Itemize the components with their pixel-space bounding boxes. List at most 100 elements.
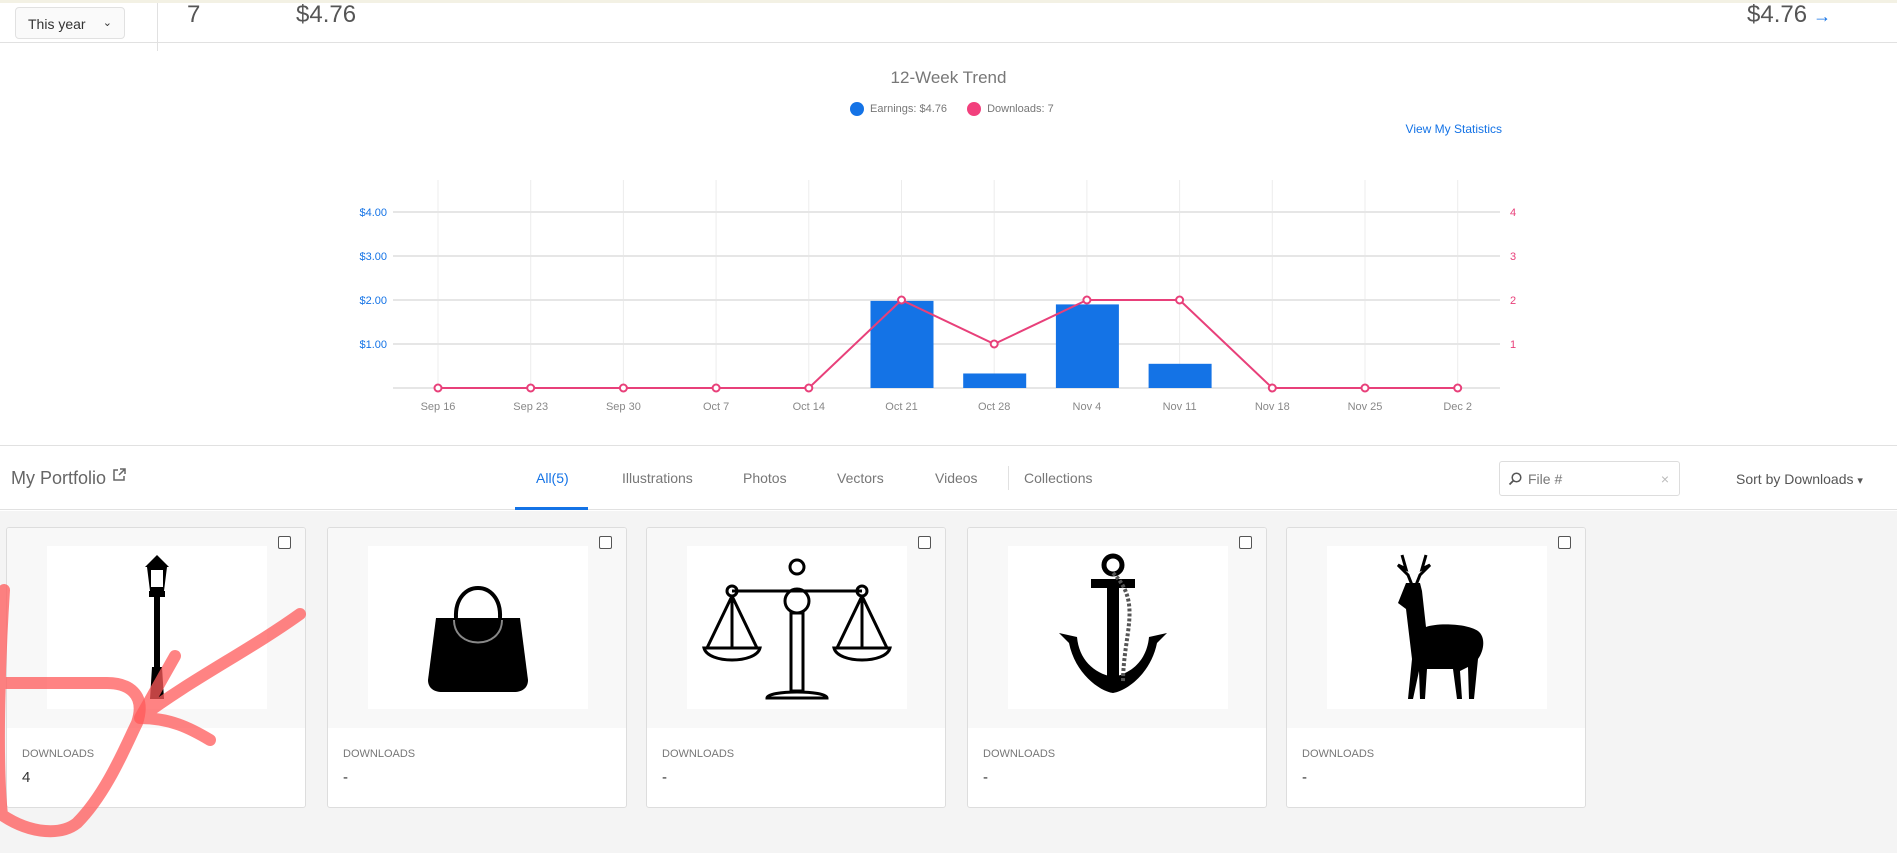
downloads-point: [1453, 383, 1463, 393]
right-axis-tick: 3: [1510, 251, 1516, 263]
thumbnail[interactable]: [1327, 546, 1547, 709]
sort-label: Sort by Downloads: [1736, 471, 1854, 487]
x-axis-tick: Oct 7: [703, 401, 729, 413]
total-earnings-value: $4.76: [1747, 1, 1808, 28]
chevron-down-icon: ▾: [1857, 475, 1863, 487]
tab-separator: [1008, 466, 1009, 490]
thumbnail[interactable]: [368, 546, 588, 709]
arrow-right-icon[interactable]: →: [1813, 6, 1832, 26]
search-placeholder: File #: [1528, 471, 1563, 487]
x-axis-tick: Nov 4: [1073, 401, 1102, 413]
chart-title: 12-Week Trend: [890, 68, 1007, 87]
tab-illustrations[interactable]: Illustrations: [622, 470, 693, 486]
downloads-value: -: [343, 769, 348, 786]
total-earnings[interactable]: $4.76 →: [1747, 1, 1831, 29]
x-axis-tick: Oct 21: [885, 401, 917, 413]
tab-all[interactable]: All(5): [536, 470, 569, 486]
left-axis-tick: $2.00: [359, 295, 387, 307]
downloads-point: [1267, 383, 1277, 393]
portfolio-bar: My Portfolio All(5) Illustrations Photos…: [0, 446, 1897, 510]
scales-of-justice-icon: [702, 558, 892, 699]
x-axis-tick: Nov 25: [1348, 401, 1383, 413]
select-checkbox[interactable]: [918, 536, 931, 549]
tab-vectors[interactable]: Vectors: [837, 470, 884, 486]
downloads-label: DOWNLOADS: [1302, 748, 1375, 760]
thumbnail-area: [968, 528, 1266, 728]
downloads-value: -: [983, 769, 988, 786]
earnings-amount: $4.76: [296, 1, 357, 28]
x-axis-tick: Dec 2: [1443, 401, 1472, 413]
select-checkbox[interactable]: [1558, 536, 1571, 549]
asset-card[interactable]: DOWNLOADS -: [1286, 527, 1586, 808]
downloads-point: [1175, 295, 1185, 305]
downloads-point: [1360, 383, 1370, 393]
earnings-dot-icon: [850, 102, 864, 116]
downloads-label: DOWNLOADS: [343, 748, 416, 760]
downloads-point: [433, 383, 443, 393]
earnings-bar: [963, 373, 1027, 388]
downloads-point: [804, 383, 814, 393]
downloads-label: DOWNLOADS: [983, 748, 1056, 760]
sort-dropdown[interactable]: Sort by Downloads ▾: [1736, 471, 1863, 487]
chart-legend: Earnings: $4.76 Downloads: 7: [850, 102, 1054, 116]
divider: [157, 3, 158, 51]
earnings-bar: [1148, 363, 1212, 388]
asset-card[interactable]: DOWNLOADS -: [967, 527, 1267, 808]
clear-icon[interactable]: ×: [1660, 471, 1669, 487]
downloads-label: DOWNLOADS: [22, 748, 95, 760]
downloads-point: [1082, 295, 1092, 305]
legend-earnings: Earnings: $4.76: [850, 102, 947, 116]
x-axis-tick: Sep 30: [606, 401, 641, 413]
left-axis-tick: $1.00: [359, 339, 387, 351]
select-checkbox[interactable]: [1239, 536, 1252, 549]
asset-card[interactable]: DOWNLOADS -: [646, 527, 946, 808]
file-search-input[interactable]: File # ×: [1499, 461, 1680, 496]
asset-card[interactable]: DOWNLOADS -: [327, 527, 627, 808]
summary-bar: This year ⌄ 7 $4.76 $4.76 →: [0, 0, 1897, 51]
earnings-bar: [1055, 304, 1119, 388]
x-axis-tick: Sep 16: [421, 401, 456, 413]
tab-videos[interactable]: Videos: [935, 470, 978, 486]
trend-chart: $1.00 $2.00 $3.00 $4.00 1 2 3 4 Sep 16 Sep 23 Sep …: [359, 180, 1516, 413]
select-checkbox[interactable]: [599, 536, 612, 549]
x-axis-tick: Nov 18: [1255, 401, 1290, 413]
search-icon: [1508, 472, 1522, 486]
deer-icon: [1396, 554, 1484, 699]
downloads-count: 7: [187, 1, 201, 28]
downloads-dot-icon: [967, 102, 982, 116]
thumbnail-area: [647, 528, 945, 728]
external-link-icon[interactable]: [112, 468, 126, 482]
x-axis-tick: Nov 11: [1163, 401, 1197, 413]
anchor-icon: [1059, 553, 1167, 693]
period-select-value: This year: [28, 16, 86, 32]
left-axis-tick: $4.00: [359, 207, 387, 219]
right-axis-tick: 1: [1510, 339, 1516, 351]
view-statistics-link[interactable]: View My Statistics: [1405, 122, 1502, 136]
period-select[interactable]: This year ⌄: [15, 7, 125, 39]
downloads-point: [526, 383, 536, 393]
thumbnail-area: [7, 528, 305, 728]
asset-card[interactable]: DOWNLOADS 4: [6, 527, 306, 808]
tab-collections[interactable]: Collections: [1024, 470, 1093, 486]
thumbnail[interactable]: [47, 546, 267, 709]
tab-photos[interactable]: Photos: [743, 470, 787, 486]
legend-earnings-label: Earnings: $4.76: [870, 103, 948, 115]
street-lamp-icon: [145, 554, 169, 699]
downloads-point: [989, 339, 999, 349]
divider: [0, 445, 1897, 446]
handbag-icon: [428, 585, 528, 692]
thumbnail-area: [328, 528, 626, 728]
x-axis-tick: Oct 28: [978, 401, 1010, 413]
downloads-point: [711, 383, 721, 393]
downloads-point: [618, 383, 628, 393]
thumbnail[interactable]: [1008, 546, 1228, 709]
right-axis-tick: 4: [1510, 207, 1516, 219]
thumbnail[interactable]: [687, 546, 907, 709]
portfolio-title: My Portfolio: [11, 468, 107, 488]
legend-downloads: Downloads: 7: [967, 102, 1054, 116]
active-tab-indicator: [515, 507, 588, 510]
portfolio-gallery: DOWNLOADS 4 DOWNLOADS - DOWNLOADS - DOWN…: [0, 511, 1897, 853]
select-checkbox[interactable]: [278, 536, 291, 549]
downloads-point: [897, 295, 906, 305]
downloads-label: DOWNLOADS: [662, 748, 735, 760]
